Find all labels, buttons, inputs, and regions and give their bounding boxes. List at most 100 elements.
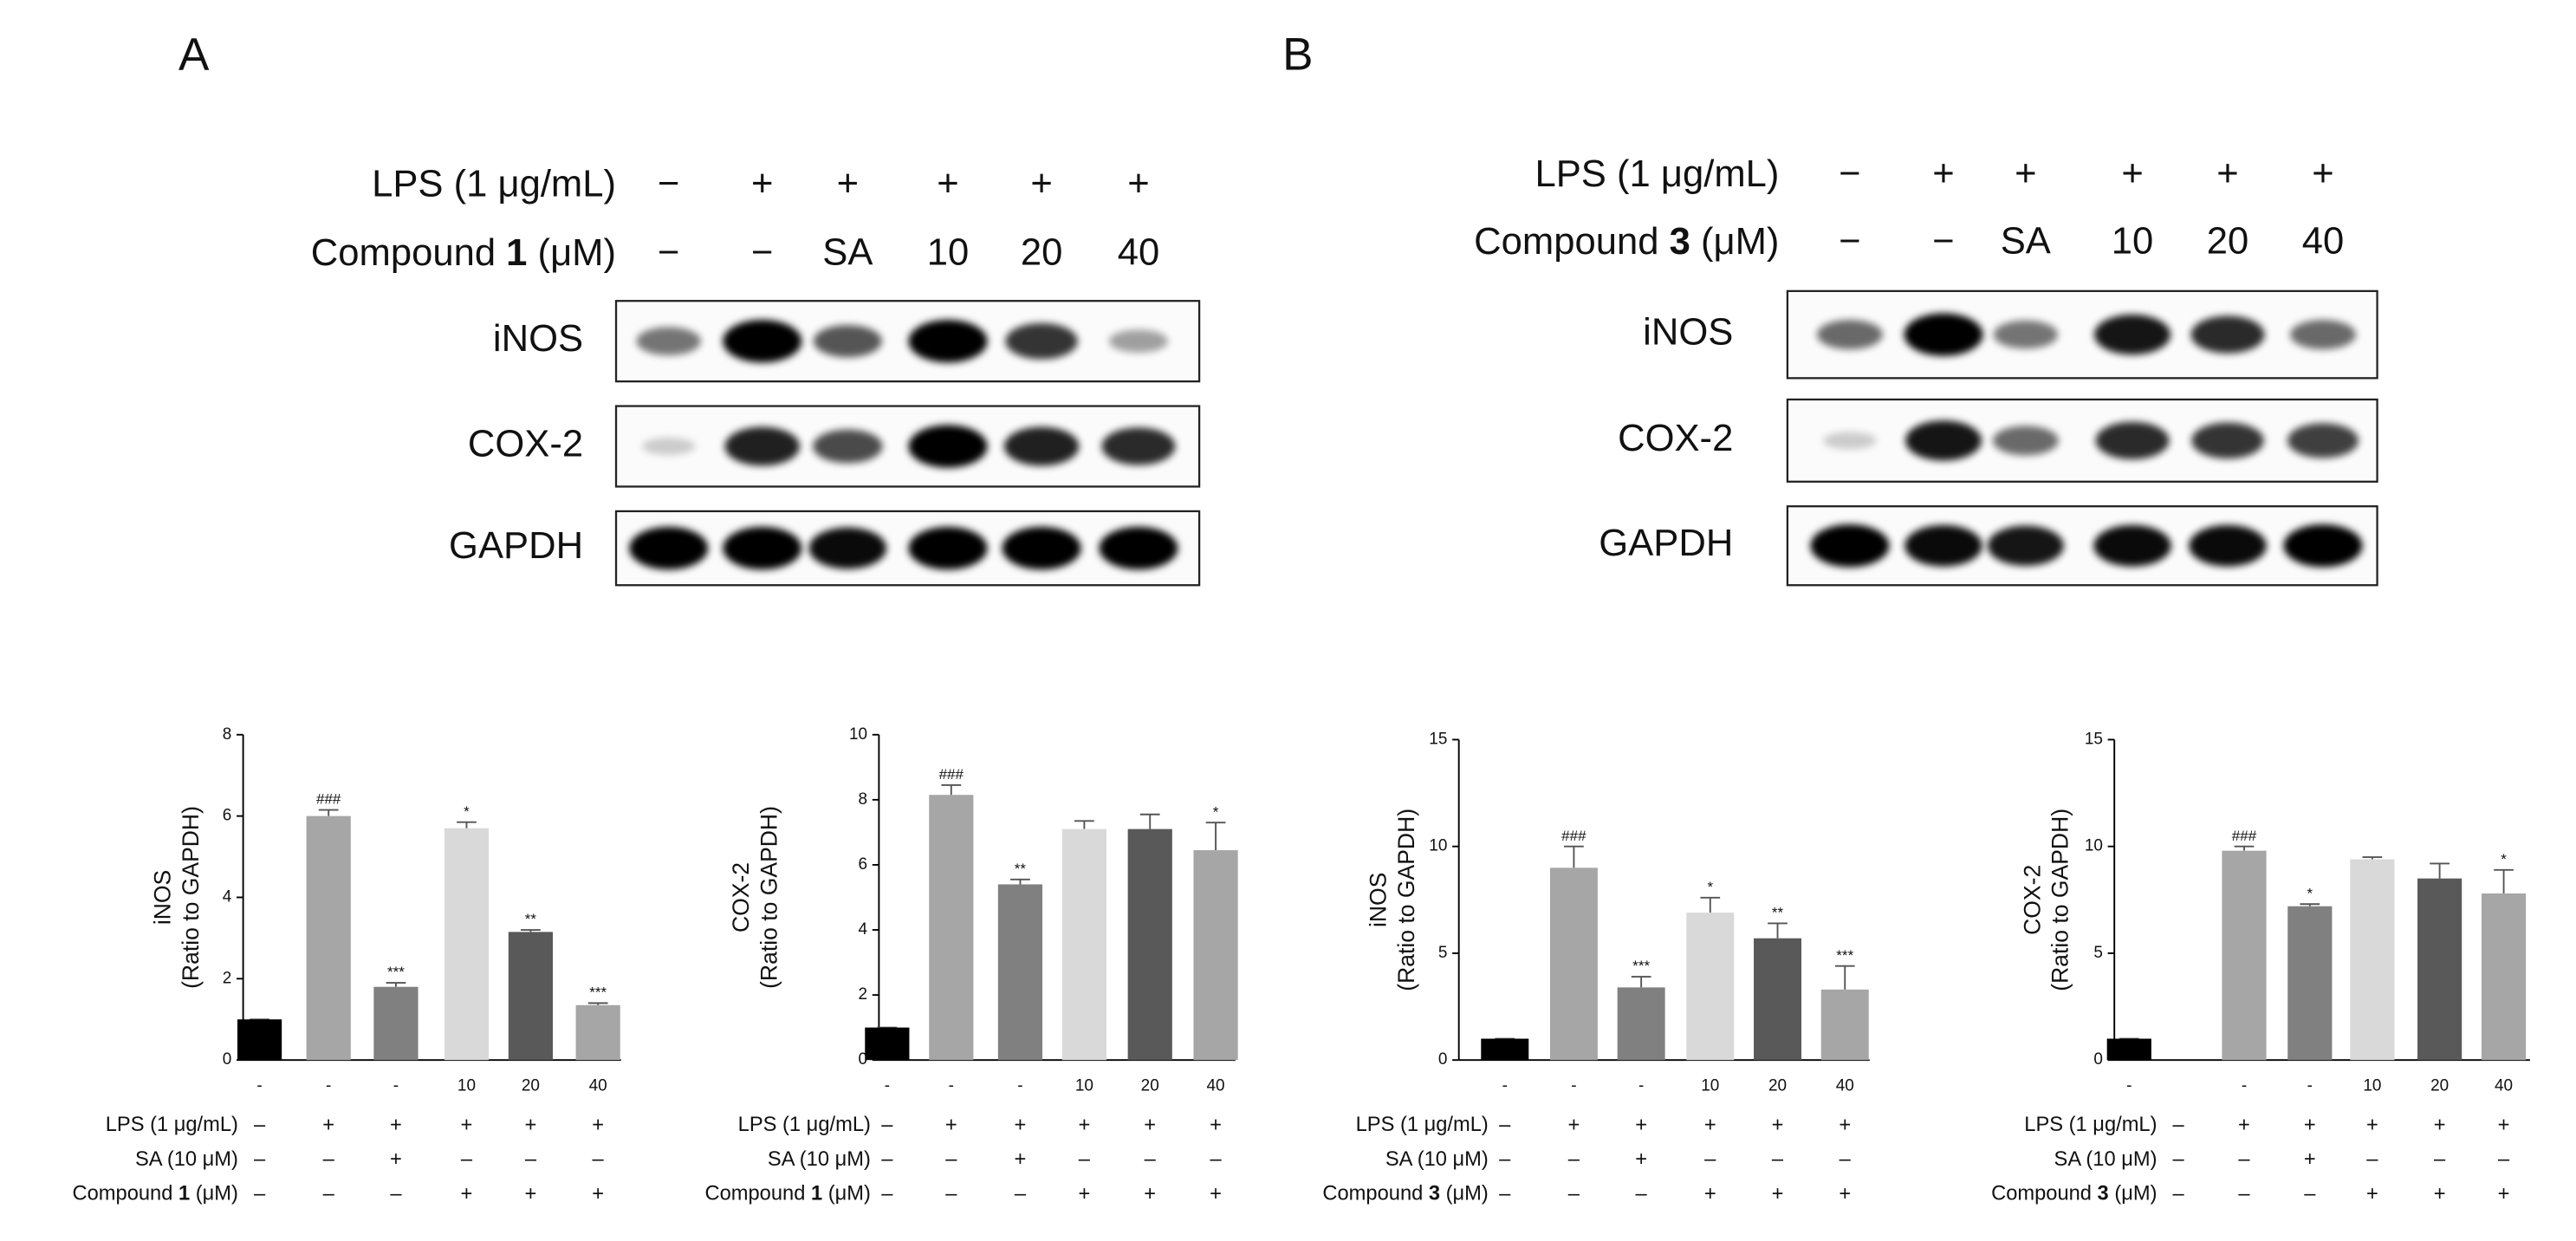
treatment-mark: – <box>2304 1183 2316 1205</box>
bar <box>508 932 554 1061</box>
treatment-mark: – <box>2173 1183 2185 1205</box>
x-tick-label: - <box>2307 1077 2313 1095</box>
x-tick-label: 10 <box>457 1077 476 1095</box>
y-tick-label: 2 <box>859 985 868 1004</box>
lane-label: − <box>658 163 679 205</box>
band <box>641 437 696 456</box>
band <box>1904 313 1983 356</box>
treatment-mark: + <box>1144 1183 1156 1205</box>
lane-label: − <box>658 232 679 274</box>
x-tick-label: 40 <box>2495 1077 2513 1095</box>
lane-label: + <box>837 163 859 205</box>
label-part: (μM) <box>527 232 616 274</box>
x-tick-label: - <box>393 1077 399 1095</box>
treatment-mark: + <box>1015 1114 1027 1136</box>
band <box>808 527 887 569</box>
y-tick-label: 15 <box>1429 730 1447 748</box>
treatment-mark: – <box>254 1114 266 1136</box>
treatment-label: LPS (1 μg/mL) <box>738 1114 871 1136</box>
treatment-label: LPS (1 μg/mL) <box>1535 153 1779 195</box>
blot-frame <box>1786 398 2378 483</box>
treatment-mark: – <box>323 1148 335 1171</box>
treatment-mark: + <box>2434 1114 2446 1136</box>
significance-label: ### <box>316 791 341 808</box>
treatment-label: Compound 3 (μM) <box>1991 1183 2157 1205</box>
bar <box>373 986 419 1061</box>
treatment-label: SA (10 μM) <box>135 1148 238 1171</box>
bar <box>2106 1038 2151 1061</box>
treatment-mark: + <box>525 1114 537 1136</box>
lane-label: − <box>1839 153 1860 195</box>
panel-letter: A <box>178 29 210 81</box>
bar <box>1061 828 1106 1061</box>
lane-label: 10 <box>2112 220 2154 262</box>
bar <box>1549 867 1598 1061</box>
y-tick-label: 4 <box>223 887 232 906</box>
band <box>1810 524 1890 568</box>
label-part: (μM) <box>822 1183 871 1205</box>
band <box>2093 524 2171 567</box>
significance-label: ### <box>1561 828 1586 844</box>
band <box>1904 524 1982 567</box>
bar <box>1481 1038 1529 1061</box>
treatment-mark: + <box>2304 1114 2316 1136</box>
treatment-mark: – <box>881 1183 893 1205</box>
band <box>813 429 883 464</box>
treatment-mark: – <box>1568 1183 1580 1205</box>
y-tick-label: 4 <box>859 920 868 939</box>
band <box>629 526 709 570</box>
blot-label: iNOS <box>493 318 583 360</box>
band <box>908 320 988 363</box>
lane-label: + <box>1030 163 1052 205</box>
x-tick-label: - <box>1638 1077 1644 1095</box>
bar <box>997 884 1043 1061</box>
bar <box>1127 828 1172 1061</box>
x-tick-label: - <box>256 1077 262 1095</box>
significance-label: ### <box>939 766 964 783</box>
treatment-mark: – <box>461 1148 473 1171</box>
label-part: LPS (1 μg/mL) <box>372 163 616 205</box>
y-tick-label: 6 <box>859 855 868 874</box>
treatment-mark: – <box>1499 1148 1511 1171</box>
label-part: LPS (1 μg/mL) <box>1356 1114 1489 1136</box>
blot-frame <box>614 300 1201 383</box>
label-part: 3 <box>2098 1183 2109 1205</box>
treatment-mark: + <box>1635 1114 1647 1136</box>
band <box>2191 422 2264 459</box>
treatment-mark: – <box>323 1183 335 1205</box>
treatment-mark: + <box>2498 1183 2510 1205</box>
bar <box>1617 987 1665 1061</box>
treatment-mark: – <box>1840 1148 1852 1171</box>
treatment-mark: + <box>592 1183 604 1205</box>
lane-label: + <box>1932 153 1954 195</box>
significance-label: * <box>2501 851 2507 867</box>
treatment-mark: – <box>254 1183 266 1205</box>
blot-label: COX-2 <box>1618 418 1733 459</box>
bar <box>929 795 974 1061</box>
x-tick-label: - <box>949 1077 954 1095</box>
lane-label: − <box>1932 220 1954 262</box>
treatment-mark: – <box>525 1148 537 1171</box>
y-tick-label: 0 <box>223 1050 232 1069</box>
treatment-mark: – <box>1145 1148 1157 1171</box>
y-tick-label: 0 <box>2093 1050 2103 1069</box>
treatment-label: Compound 3 (μM) <box>1474 220 1779 262</box>
label-part: LPS (1 μg/mL) <box>1535 153 1779 195</box>
x-tick-label: - <box>885 1077 890 1095</box>
y-axis-label: COX-2 <box>2019 865 2045 935</box>
significance-label: *** <box>1836 947 1853 964</box>
treatment-mark: – <box>1499 1183 1511 1205</box>
treatment-label: SA (10 μM) <box>768 1148 871 1171</box>
x-tick-label: - <box>1017 1077 1022 1095</box>
treatment-label: Compound 1 (μM) <box>311 232 616 274</box>
band <box>1108 329 1169 353</box>
treatment-mark: + <box>2366 1114 2378 1136</box>
treatment-mark: + <box>1839 1114 1851 1136</box>
treatment-mark: – <box>254 1148 266 1171</box>
bar <box>1754 938 1802 1061</box>
treatment-mark: + <box>1567 1114 1580 1136</box>
treatment-mark: – <box>881 1114 893 1136</box>
y-tick-label: 5 <box>1438 944 1448 962</box>
lane-label: 10 <box>927 232 970 274</box>
blot-label: GAPDH <box>449 525 583 567</box>
